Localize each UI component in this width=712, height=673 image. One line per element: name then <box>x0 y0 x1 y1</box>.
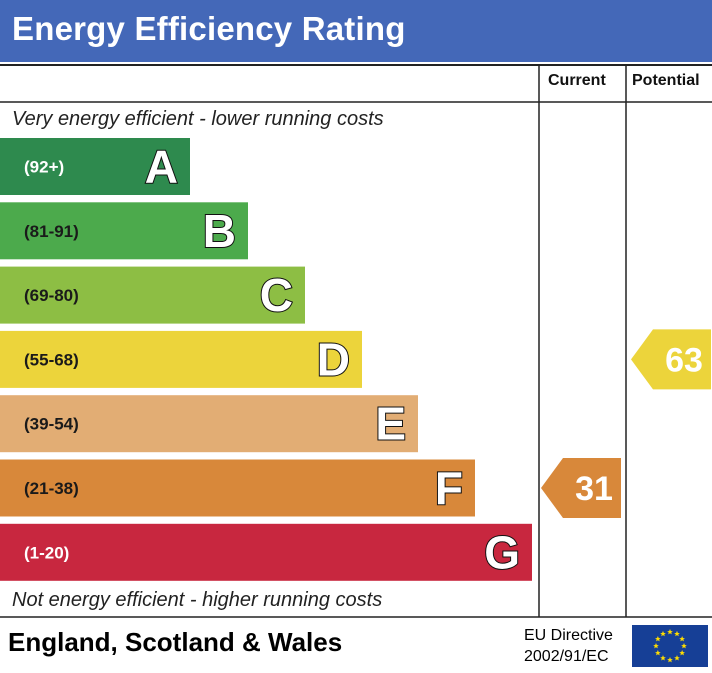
band-a-letter: A <box>145 141 178 193</box>
band-c-letter: C <box>260 269 293 321</box>
band-d-range: (55-68) <box>24 350 79 369</box>
eu-star-icon <box>660 655 666 661</box>
eu-star-icon <box>681 643 687 649</box>
band-f <box>0 459 475 517</box>
eu-star-icon <box>660 630 666 637</box>
eu-star-icon <box>674 655 680 661</box>
band-f-range: (21-38) <box>24 479 79 498</box>
eu-star-icon <box>667 629 673 635</box>
eu-star-icon <box>679 636 685 642</box>
band-d <box>0 330 362 388</box>
potential-rating-arrow <box>631 329 711 390</box>
chart-title: Energy Efficiency Rating <box>12 10 406 47</box>
band-b-range: (81-91) <box>24 222 79 241</box>
eu-star-icon <box>655 636 661 642</box>
band-c-range: (69-80) <box>24 286 79 305</box>
potential-column-header: Potential <box>632 72 700 89</box>
band-a-range: (92+) <box>24 158 64 177</box>
eu-star-icon <box>655 650 661 656</box>
band-b-letter: B <box>203 205 236 257</box>
title-bar: Energy Efficiency Rating <box>0 0 712 62</box>
bottom-caption: Not energy efficient - higher running co… <box>12 589 383 611</box>
directive-line-1: EU Directive <box>524 627 613 644</box>
directive-line-2: 2002/91/EC <box>524 648 609 665</box>
eu-star-icon <box>679 650 685 656</box>
top-caption: Very energy efficient - lower running co… <box>12 108 384 130</box>
band-b <box>0 202 248 260</box>
potential-rating-value: 63 <box>665 341 703 379</box>
eu-star-icon <box>667 657 673 663</box>
eu-star-icon <box>653 643 659 649</box>
band-d-letter: D <box>317 333 350 385</box>
band-g-range: (1-20) <box>24 543 69 562</box>
band-a <box>0 138 190 195</box>
band-e <box>0 395 418 453</box>
band-c <box>0 266 305 324</box>
current-rating-value: 31 <box>575 470 613 508</box>
band-g <box>0 523 532 581</box>
eu-flag-icon <box>632 625 708 667</box>
band-e-letter: E <box>375 398 406 450</box>
eu-star-icon <box>674 630 680 637</box>
band-f-letter: F <box>435 462 463 514</box>
current-column-header: Current <box>548 72 606 89</box>
footer-region: England, Scotland & Wales <box>8 627 343 657</box>
current-rating-arrow <box>541 458 621 518</box>
band-e-range: (39-54) <box>24 415 79 434</box>
band-g-letter: G <box>484 526 520 578</box>
